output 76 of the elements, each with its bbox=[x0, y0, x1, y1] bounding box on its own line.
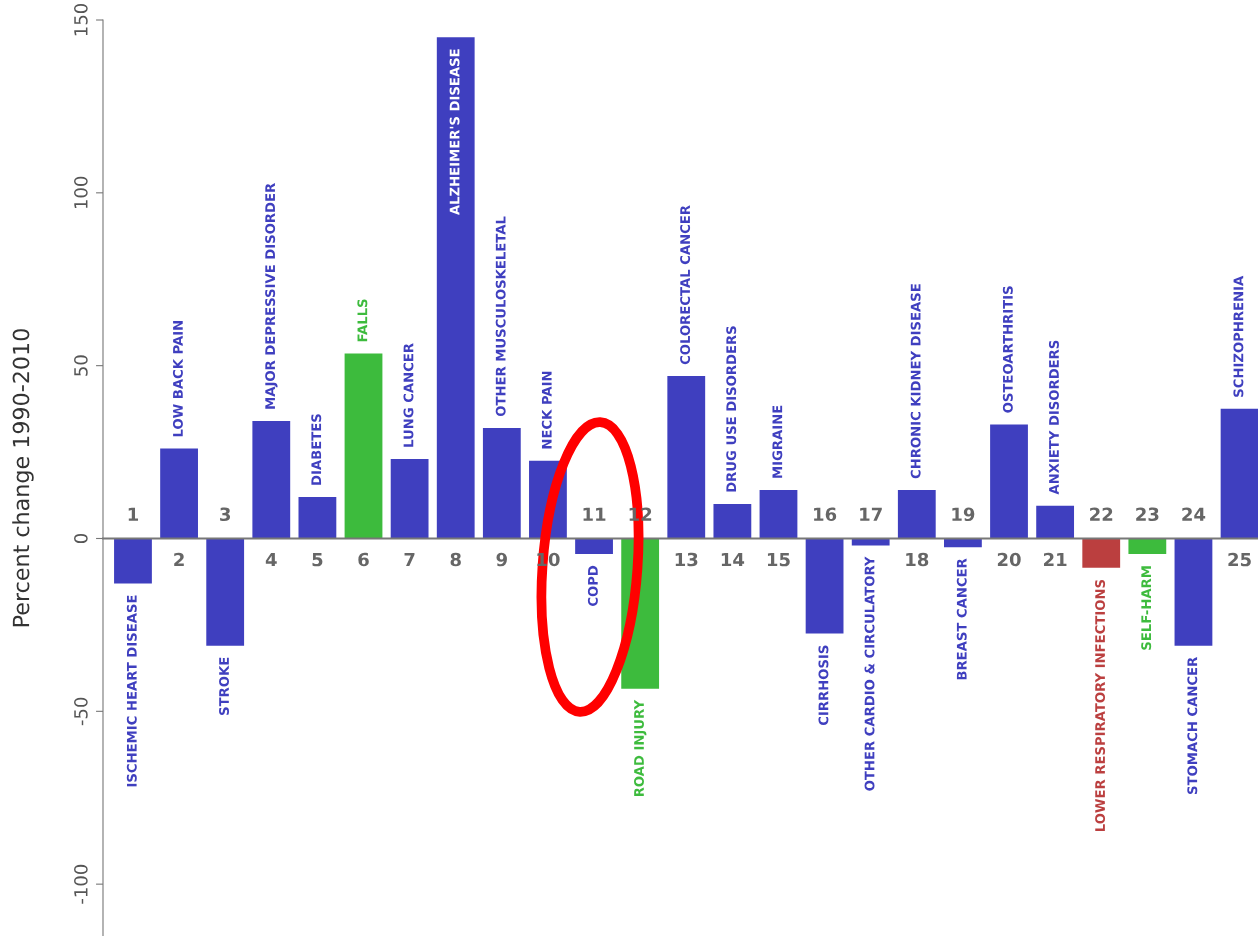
x-tick-label: 7 bbox=[404, 552, 415, 567]
x-tick-label: 14 bbox=[721, 552, 745, 567]
bar bbox=[1128, 538, 1167, 555]
bar bbox=[206, 538, 245, 646]
annotation: SELF-HARM bbox=[1141, 566, 1152, 650]
x-tick-label: 25 bbox=[1228, 552, 1251, 567]
x-tick-label: 9 bbox=[496, 552, 507, 567]
bar bbox=[344, 353, 383, 539]
annotation: OTHER CARDIO & CIRCULATORY bbox=[864, 556, 875, 791]
x-tick-label: 2 bbox=[174, 552, 184, 567]
x-tick-label: 5 bbox=[312, 552, 323, 567]
bar bbox=[667, 376, 706, 539]
annotation: ISCHEMIC HEART DISEASE bbox=[126, 595, 137, 787]
x-tick-label: 15 bbox=[767, 552, 790, 567]
annotation: ALZHEIMER'S DISEASE bbox=[449, 49, 460, 216]
annotation: LOWER RESPIRATORY INFECTIONS bbox=[1095, 579, 1106, 831]
y-tick-label: -100 bbox=[74, 864, 88, 904]
bar bbox=[1082, 538, 1121, 568]
x-tick-label: 19 bbox=[952, 507, 975, 522]
annotation: FALLS bbox=[357, 299, 368, 342]
annotation: ANXIETY DISORDERS bbox=[1048, 340, 1059, 495]
annotation: CIRRHOSIS bbox=[818, 645, 829, 726]
x-tick-label: 18 bbox=[906, 552, 929, 567]
x-tick-label: 16 bbox=[814, 507, 837, 522]
x-tick-label: 1 bbox=[128, 507, 139, 521]
annotation: MIGRAINE bbox=[772, 405, 783, 478]
annotation: STOMACH CANCER bbox=[1187, 657, 1198, 794]
bar bbox=[897, 490, 936, 539]
bar bbox=[575, 538, 613, 555]
bar bbox=[1220, 408, 1258, 539]
x-tick-label: 17 bbox=[860, 507, 882, 521]
bar bbox=[990, 424, 1028, 539]
annotation: LOW BACK PAIN bbox=[172, 321, 183, 437]
bar bbox=[1036, 505, 1075, 539]
bar bbox=[160, 448, 198, 539]
y-tick-label: 0 bbox=[74, 533, 88, 544]
bar bbox=[252, 420, 291, 539]
annotation: NECK PAIN bbox=[541, 371, 552, 449]
y-axis-title: Percent change 1990-2010 bbox=[12, 329, 34, 627]
annotation: BREAST CANCER bbox=[956, 558, 967, 680]
annotation: MAJOR DEPRESSIVE DISORDER bbox=[265, 183, 278, 409]
annotation: OTHER MUSCULOSKELETAL bbox=[495, 216, 506, 417]
annotation: LUNG CANCER bbox=[403, 343, 414, 447]
x-tick-label: 3 bbox=[220, 507, 231, 522]
annotation: COLORECTAL CANCER bbox=[680, 205, 691, 365]
x-tick-label: 6 bbox=[358, 552, 369, 567]
bar bbox=[298, 497, 337, 539]
annotation: DIABETES bbox=[311, 414, 322, 485]
x-tick-label: 11 bbox=[583, 507, 606, 521]
y-tick-label: 50 bbox=[74, 355, 88, 376]
x-tick-label: 22 bbox=[1090, 507, 1113, 521]
x-tick-label: 20 bbox=[997, 552, 1021, 567]
y-tick-label: 100 bbox=[74, 176, 88, 209]
annotation: ROAD INJURY bbox=[634, 699, 647, 797]
x-tick-label: 23 bbox=[1136, 507, 1159, 522]
annotation: STROKE bbox=[219, 657, 230, 715]
bar bbox=[805, 538, 844, 634]
bar bbox=[759, 490, 798, 539]
bar bbox=[436, 37, 475, 539]
annotation: DRUG USE DISORDERS bbox=[726, 326, 737, 492]
bar bbox=[1174, 538, 1213, 646]
annotation: CHRONIC KIDNEY DISEASE bbox=[910, 284, 921, 479]
x-tick-label: 21 bbox=[1043, 552, 1067, 567]
annotation: SCHIZOPHRENIA bbox=[1233, 275, 1244, 397]
annotation: OSTEOARTHRITIS bbox=[1002, 286, 1013, 413]
bar bbox=[713, 503, 752, 539]
annotation: COPD bbox=[587, 565, 598, 607]
bar bbox=[482, 427, 521, 539]
x-tick-label: 13 bbox=[675, 552, 698, 567]
y-tick-label: -50 bbox=[74, 697, 88, 726]
y-tick-label: 150 bbox=[74, 3, 88, 36]
x-tick-label: 24 bbox=[1182, 507, 1206, 521]
x-tick-label: 4 bbox=[265, 552, 277, 567]
bar bbox=[390, 458, 429, 539]
bar bbox=[114, 538, 152, 584]
x-tick-label: 8 bbox=[450, 552, 461, 567]
